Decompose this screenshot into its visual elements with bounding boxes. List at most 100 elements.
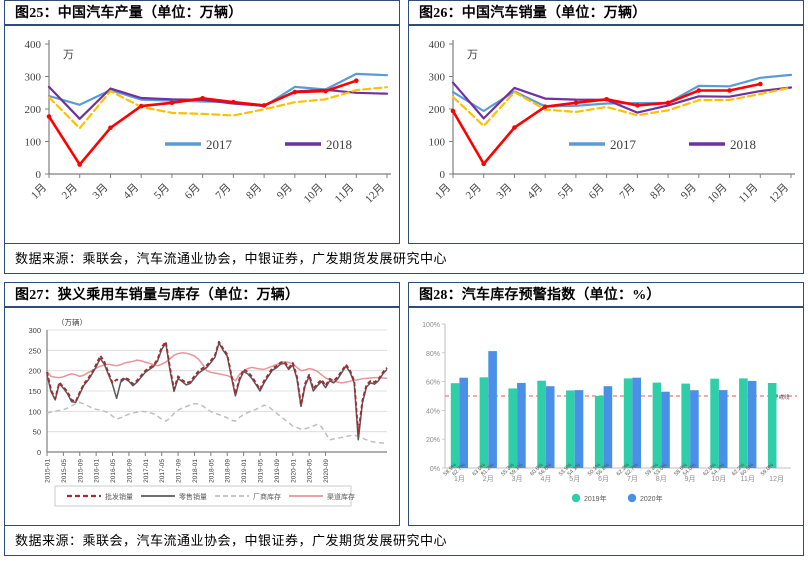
y-tick-label: 100 bbox=[28, 407, 41, 416]
x-tick-label: 9月 bbox=[679, 182, 699, 202]
source-note-top: 数据来源：乘联会，汽车流通业协会，中银证券，广发期货发展研究中心 bbox=[4, 244, 804, 274]
bar-2019年-2月 bbox=[479, 377, 489, 468]
data-point-2020 bbox=[169, 100, 175, 106]
x-tick-label: 3月 bbox=[494, 182, 514, 202]
y-tick-label: 20% bbox=[426, 437, 440, 444]
data-point-2020 bbox=[323, 88, 328, 94]
chart-row-top: 图25：中国汽车产量（单位：万辆） 0 100 200 300 400 万 1月 2月 3月 4月… bbox=[0, 0, 808, 244]
bar-2019年-3月 bbox=[508, 388, 517, 468]
panel-fig27: 图27：狭义乘用车销量与库存（单位：万辆） 0 50 100 150 200 250 300… bbox=[4, 282, 400, 526]
x-tick-label: 2018-01 bbox=[192, 459, 199, 483]
x-tick-label: 7月 bbox=[627, 475, 638, 483]
legend-label-批发销量: 批发销量 bbox=[105, 492, 133, 501]
bar-2020年-8月 bbox=[661, 391, 670, 468]
x-tick-label: 8月 bbox=[244, 182, 264, 202]
legend-label-2018: 2018 bbox=[326, 137, 352, 152]
bar-2020年-10月 bbox=[718, 390, 728, 468]
data-point-2020 bbox=[138, 103, 144, 109]
y-tick-label: 150 bbox=[28, 387, 41, 396]
x-tick-label: 4月 bbox=[121, 182, 141, 202]
x-tick-label: 2019-05 bbox=[258, 459, 265, 483]
y-tick-label: 40% bbox=[426, 408, 440, 415]
y-tick-label: 0% bbox=[430, 466, 440, 473]
data-point-2020 bbox=[354, 78, 359, 83]
bar-2020年-9月 bbox=[690, 390, 699, 468]
x-tick-label: 2019-01 bbox=[241, 459, 248, 483]
x-tick-label: 10月 bbox=[302, 182, 326, 206]
x-tick-label: 2月 bbox=[483, 475, 494, 483]
x-tick-label: 6月 bbox=[598, 475, 609, 483]
data-point-2020 bbox=[261, 103, 267, 108]
x-tick-label: 9月 bbox=[685, 475, 696, 483]
x-tick-label: 2015-05 bbox=[61, 459, 68, 483]
data-point-2020 bbox=[77, 162, 82, 167]
panel-body-fig25: 0 100 200 300 400 万 1月 2月 3月 4月 5月 6月 7月 8月 9月 10月 11月 12… bbox=[4, 26, 400, 244]
panel-fig26: 图26：中国汽车销量（单位：万辆） 0 100 200 300 400 万 1月 2月 3月 4月… bbox=[408, 0, 804, 244]
legend-label-2018: 2018 bbox=[730, 137, 756, 152]
bar-2019年-7月 bbox=[623, 378, 633, 468]
y-tick-label: 200 bbox=[28, 367, 41, 376]
y-tick-label: 300 bbox=[25, 72, 42, 84]
y-tick-label: 80% bbox=[426, 351, 440, 358]
data-point-2020 bbox=[481, 161, 486, 167]
panel-title-fig25: 图25：中国汽车产量（单位：万辆） bbox=[4, 0, 400, 26]
x-tick-label: 1月 bbox=[29, 182, 49, 202]
x-tick-label: 2020-05 bbox=[307, 459, 314, 483]
bar-2020年-3月 bbox=[517, 382, 526, 468]
legend-container-fig27 bbox=[54, 485, 352, 507]
x-tick-label: 11月 bbox=[737, 182, 761, 206]
legend-dot-2019年 bbox=[571, 493, 581, 503]
x-tick-label: 2018-09 bbox=[225, 459, 232, 483]
y-tick-label: 50 bbox=[33, 428, 41, 437]
y-unit-label: （万辆） bbox=[57, 317, 87, 327]
bar-2020年-7月 bbox=[632, 377, 641, 468]
y-tick-label: 0 bbox=[440, 169, 446, 181]
x-tick-label: 4月 bbox=[540, 475, 551, 483]
chart-fig28: 0%20%40%60%80%100%警戒线58.9%62.7%1月63.0%81… bbox=[422, 322, 797, 503]
panel-body-fig28: 0% 20% 40% 60% 80% 100% 警戒线 58.9% 62.7% 1月 63.0% 81… bbox=[408, 308, 804, 526]
data-point-2020 bbox=[292, 89, 298, 95]
series-line-2018 bbox=[451, 81, 793, 120]
data-point-2020 bbox=[665, 100, 671, 106]
x-tick-label: 6月 bbox=[587, 182, 607, 202]
series-line-2019 bbox=[47, 86, 389, 130]
data-point-2020 bbox=[200, 96, 205, 101]
bar-2019年-11月 bbox=[739, 378, 748, 468]
x-tick-label: 6月 bbox=[183, 182, 203, 202]
x-tick-label: 7月 bbox=[617, 182, 637, 202]
panel-body-fig26: 0 100 200 300 400 万 1月 2月 3月 4月 5月 6月 7月 8月 9月 10月 11月 12… bbox=[408, 26, 804, 244]
y-unit-label: 万 bbox=[63, 49, 74, 61]
panel-title-fig28: 图28：汽车库存预警指数（单位：%） bbox=[408, 282, 804, 308]
x-tick-label: 8月 bbox=[648, 182, 668, 202]
y-tick-label: 60% bbox=[426, 380, 440, 387]
x-tick-label: 2月 bbox=[464, 182, 484, 202]
bar-2019年-4月 bbox=[537, 380, 546, 468]
x-tick-label: 2017-05 bbox=[159, 459, 166, 483]
x-tick-label: 9月 bbox=[275, 182, 295, 202]
bar-2020年-11月 bbox=[747, 380, 757, 468]
series-line-2019 bbox=[451, 86, 793, 127]
y-tick-label: 250 bbox=[28, 346, 41, 355]
bar-2019年-9月 bbox=[681, 383, 690, 468]
x-tick-label: 2017-01 bbox=[143, 459, 150, 483]
bar-2020年-2月 bbox=[488, 351, 497, 468]
bar-2020年-1月 bbox=[459, 377, 468, 468]
data-point-2020 bbox=[231, 99, 236, 105]
legend-label-零售销量: 零售销量 bbox=[179, 492, 207, 501]
series-line-2020 bbox=[47, 79, 358, 166]
data-point-2020 bbox=[46, 114, 52, 119]
legend-dot-2020年 bbox=[627, 493, 637, 503]
x-tick-label: 12月 bbox=[363, 182, 387, 206]
y-tick-label: 0 bbox=[36, 169, 42, 181]
x-tick-label: 2020-09 bbox=[323, 459, 330, 483]
y-tick-label: 200 bbox=[25, 104, 42, 116]
panel-title-fig27: 图27：狭义乘用车销量与库存（单位：万辆） bbox=[4, 282, 400, 308]
x-tick-label: 7月 bbox=[213, 182, 233, 202]
x-tick-label: 5月 bbox=[152, 182, 172, 202]
x-tick-label: 2016-01 bbox=[94, 459, 101, 483]
x-tick-label: 2020-01 bbox=[290, 459, 297, 483]
y-tick-label: 0 bbox=[37, 448, 41, 457]
warning-line-label: 警戒线 bbox=[773, 393, 790, 401]
legend-label-2017: 2017 bbox=[206, 137, 233, 152]
